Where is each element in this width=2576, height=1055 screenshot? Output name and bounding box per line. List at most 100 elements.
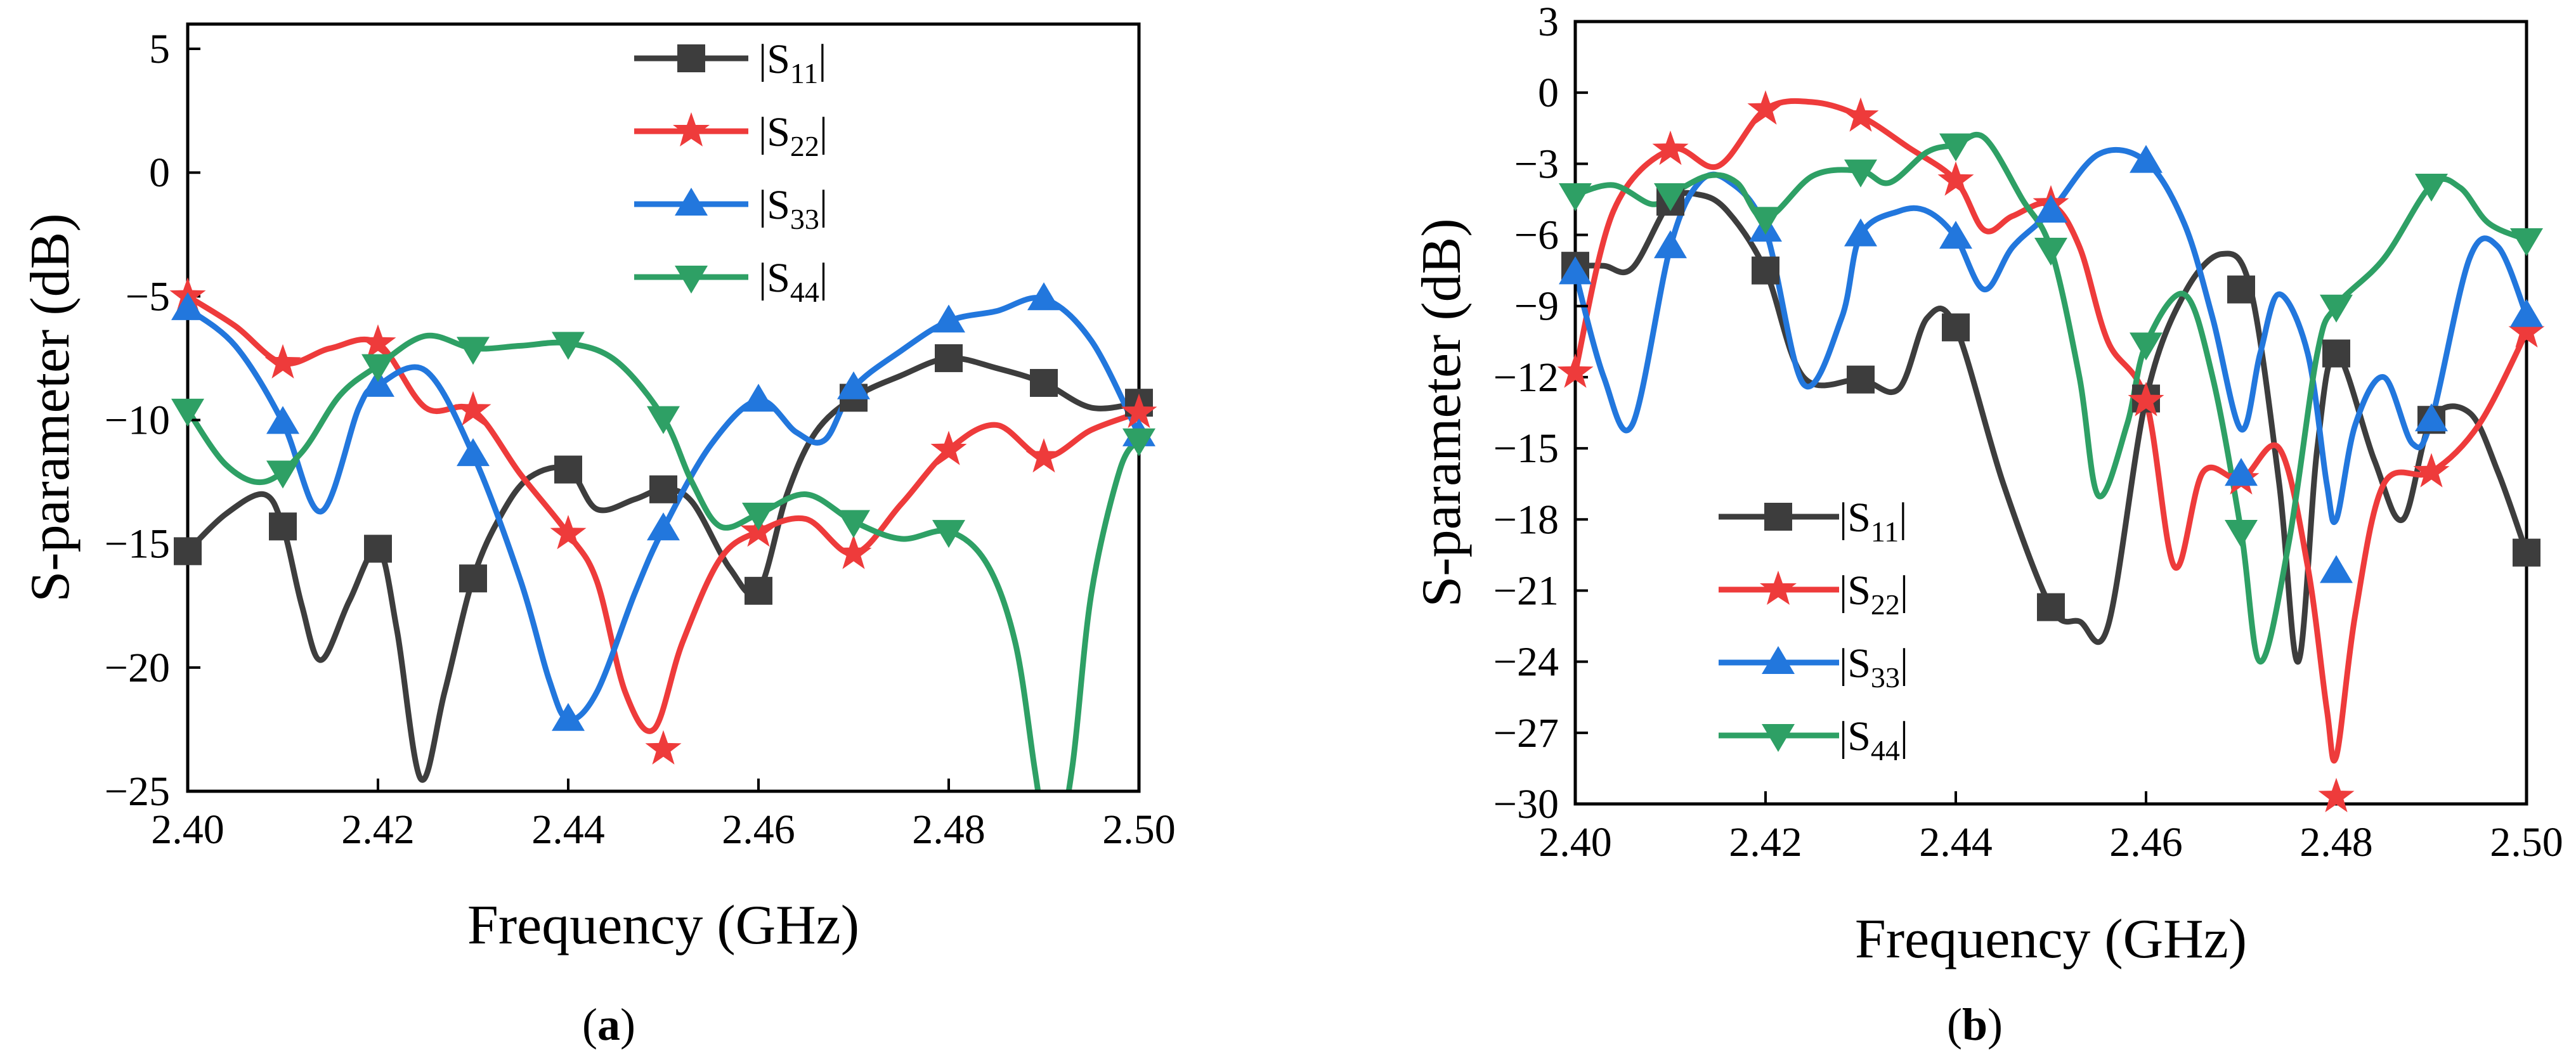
markers-b (1557, 90, 2545, 813)
data-point-s33 (171, 292, 204, 320)
data-point-s44 (1844, 159, 1877, 188)
x-tick-label: 2.42 (1729, 819, 1802, 865)
legend-item-a-s44: |S44| (634, 255, 828, 308)
y-axis-title-b: S-parameter (dB) (1411, 218, 1473, 607)
data-point-s11 (459, 564, 487, 593)
data-point-s22 (1747, 90, 1784, 125)
data-point-s44 (1654, 183, 1687, 211)
y-axis-title-a: S-parameter (dB) (20, 213, 81, 602)
legend-label-b-s11: |S11| (1839, 495, 1907, 548)
data-point-s11 (935, 344, 963, 372)
plot-frame-b (1573, 20, 2528, 806)
data-point-s33 (1027, 282, 1060, 311)
data-point-s22 (1121, 393, 1157, 429)
data-point-s11 (649, 475, 677, 503)
x-axis-title-a: Frequency (GHz) (467, 895, 859, 956)
legend-item-a-s33: |S33| (634, 182, 828, 235)
data-point-s11 (174, 537, 202, 566)
data-point-s11 (2227, 275, 2255, 304)
data-point-s44 (2225, 519, 2258, 548)
x-tick-label: 2.46 (722, 806, 795, 853)
data-point-s44 (552, 332, 585, 360)
data-point-s33 (266, 406, 299, 434)
curves-a (188, 293, 1139, 791)
y-tick-label: 0 (149, 150, 170, 196)
y-tick-label: 0 (1538, 70, 1559, 116)
data-point-s22 (1652, 130, 1689, 165)
legend-marker-b-s11 (1764, 503, 1792, 531)
x-tick-label: 2.44 (1919, 819, 1993, 865)
y-tick-label: −24 (1493, 639, 1559, 685)
y-tick-label: −12 (1493, 354, 1559, 401)
y-tick-label: −5 (126, 273, 170, 320)
data-point-s33 (2034, 195, 2067, 223)
y-tick-label: −3 (1514, 141, 1559, 187)
data-point-s22 (455, 391, 491, 426)
data-point-s22 (835, 534, 872, 569)
data-point-s33 (2510, 299, 2543, 327)
data-point-s44 (2415, 174, 2448, 202)
data-point-s33 (837, 371, 870, 399)
data-point-s22 (2413, 453, 2450, 488)
data-point-s33 (457, 438, 490, 467)
panel-caption-b: (b) (1947, 999, 2003, 1050)
data-point-s11 (1752, 256, 1779, 285)
x-tick-label: 2.46 (2109, 819, 2183, 865)
data-point-s33 (552, 702, 585, 731)
data-point-s33 (2225, 458, 2258, 486)
legend-a: |S11| |S22| |S33| |S44| (634, 36, 828, 308)
y-tick-label: −27 (1493, 710, 1559, 756)
legend-label-a-s44: |S44| (758, 255, 828, 308)
data-point-s33 (1939, 221, 1972, 249)
x-axis-a: 2.40 2.42 2.44 2.46 2.48 2.50 (151, 779, 1176, 853)
chart-b: 30−3−6−9−12−15−18−21−24−27−30 2.40 2.42 2.… (1411, 0, 2563, 1050)
legend-b: |S11| |S22| |S33| |S44| (1719, 495, 1908, 767)
data-point-s44 (457, 337, 490, 365)
data-point-s33 (2320, 555, 2353, 583)
y-tick-label: 5 (149, 26, 170, 72)
data-point-s22 (1937, 161, 1974, 196)
x-tick-label: 2.40 (1538, 819, 1612, 865)
x-tick-label: 2.40 (151, 806, 224, 853)
x-axis-title-b: Frequency (GHz) (1855, 909, 2247, 970)
panel-caption-a: (a) (582, 999, 635, 1050)
data-point-s22 (2318, 777, 2355, 813)
y-tick-label: −25 (105, 768, 170, 815)
data-point-s22 (360, 324, 396, 359)
y-tick-label: −30 (1493, 781, 1559, 827)
data-point-s44 (2510, 228, 2543, 257)
data-point-s44 (1559, 183, 1592, 211)
data-point-s22 (2128, 382, 2164, 417)
y-tick-label: −20 (105, 645, 170, 691)
data-point-s22 (1842, 97, 1879, 132)
legend-item-b-s33: |S33| (1719, 640, 1908, 694)
data-point-s11 (1030, 368, 1058, 397)
legend-marker-b-s44 (1762, 724, 1795, 752)
legend-marker-a-s44 (675, 266, 708, 294)
data-point-s33 (2415, 403, 2448, 432)
data-point-s11 (1847, 365, 1875, 394)
data-point-s11 (2037, 593, 2065, 621)
data-point-s44 (361, 354, 394, 382)
legend-label-a-s33: |S33| (758, 182, 828, 235)
y-tick-label: 3 (1538, 0, 1559, 45)
series-line-33 (188, 295, 1139, 723)
data-point-s44 (2034, 237, 2067, 266)
series-line-33 (1575, 146, 2527, 526)
x-tick-label: 2.42 (341, 806, 415, 853)
data-point-s11 (269, 512, 297, 541)
data-point-s44 (647, 406, 680, 434)
data-point-s33 (2130, 145, 2163, 173)
data-point-s44 (266, 460, 299, 489)
legend-item-a-s22: |S22| (634, 109, 828, 162)
data-point-s11 (745, 576, 772, 605)
y-tick-label: −15 (1493, 425, 1559, 472)
legend-label-b-s33: |S33| (1839, 640, 1908, 694)
legend-label-b-s22: |S22| (1839, 567, 1908, 621)
x-tick-label: 2.44 (531, 806, 605, 853)
data-point-s22 (2508, 313, 2545, 348)
markers-a (169, 277, 1157, 765)
x-tick-label: 2.50 (1102, 806, 1176, 853)
y-tick-label: −21 (1493, 567, 1559, 614)
